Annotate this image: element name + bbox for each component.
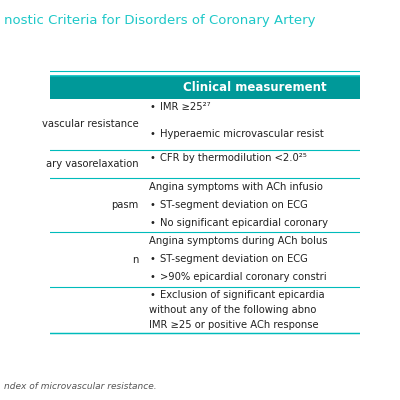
Text: •: • xyxy=(149,218,155,228)
Text: •: • xyxy=(149,200,155,210)
Text: Clinical measurement: Clinical measurement xyxy=(183,81,326,94)
Text: •: • xyxy=(149,254,155,264)
Text: Hyperaemic microvascular resist: Hyperaemic microvascular resist xyxy=(160,130,324,140)
Bar xyxy=(50,76,360,98)
Text: nostic Criteria for Disorders of Coronary Artery: nostic Criteria for Disorders of Coronar… xyxy=(4,14,316,27)
Text: ST-segment deviation on ECG: ST-segment deviation on ECG xyxy=(160,254,308,264)
Text: •: • xyxy=(149,290,155,300)
Text: ary vasorelaxation: ary vasorelaxation xyxy=(46,159,138,169)
Text: >90% epicardial coronary constri: >90% epicardial coronary constri xyxy=(160,272,327,282)
Text: vascular resistance: vascular resistance xyxy=(42,119,138,129)
Text: ST-segment deviation on ECG: ST-segment deviation on ECG xyxy=(160,200,308,210)
Text: Angina symptoms during ACh bolus: Angina symptoms during ACh bolus xyxy=(149,236,328,246)
Text: CFR by thermodilution <2.0²⁵: CFR by thermodilution <2.0²⁵ xyxy=(160,153,307,163)
Text: Exclusion of significant epicardia: Exclusion of significant epicardia xyxy=(160,290,325,300)
Text: ndex of microvascular resistance.: ndex of microvascular resistance. xyxy=(4,382,157,391)
Text: n: n xyxy=(132,254,138,264)
Text: •: • xyxy=(149,130,155,140)
Text: pasm: pasm xyxy=(111,200,138,210)
Text: IMR ≥25 or positive ACh response: IMR ≥25 or positive ACh response xyxy=(149,320,319,330)
Text: •: • xyxy=(149,102,155,112)
Text: without any of the following abno: without any of the following abno xyxy=(149,305,316,315)
Text: No significant epicardial coronary: No significant epicardial coronary xyxy=(160,218,328,228)
Text: Angina symptoms with ACh infusio: Angina symptoms with ACh infusio xyxy=(149,182,323,192)
Text: IMR ≥25²⁷: IMR ≥25²⁷ xyxy=(160,102,211,112)
Text: •: • xyxy=(149,272,155,282)
Text: •: • xyxy=(149,153,155,163)
